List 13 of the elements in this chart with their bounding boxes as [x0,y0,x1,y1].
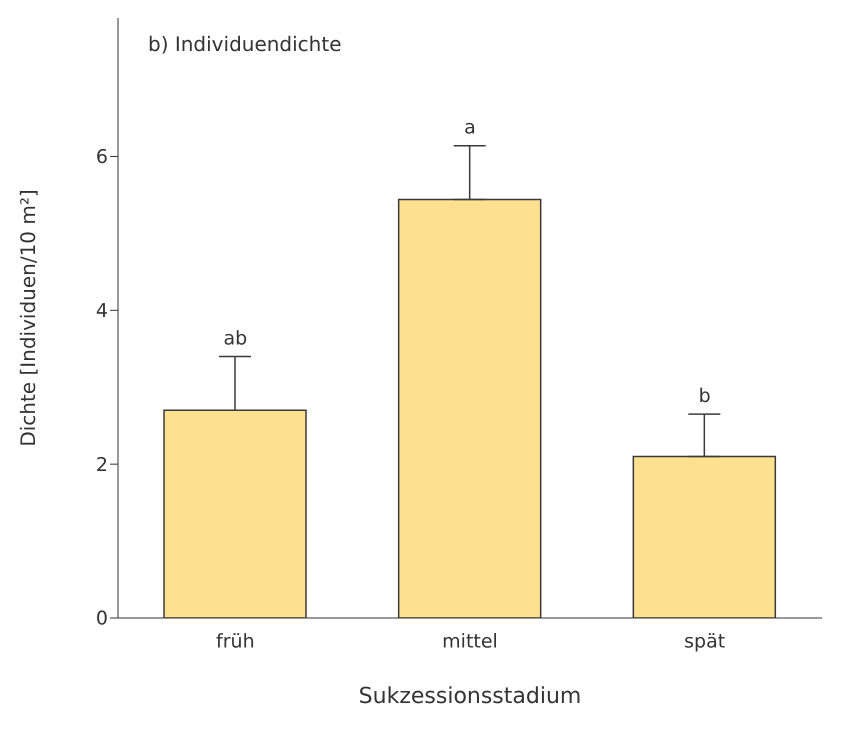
annotation: b [698,385,711,408]
x-tick-label: früh [216,630,255,652]
y-tick-label: 6 [96,146,108,168]
y-tick-label: 4 [96,300,108,322]
x-axis-title: Sukzessionsstadium [358,684,582,709]
x-tick-label: mittel [442,630,498,652]
y-axis-title: Dichte [Individuen/10 m²] [16,189,40,447]
text: b) Individuendichte [148,32,342,56]
y-tick-label: 0 [96,608,108,630]
x-tick-label: spät [684,630,726,652]
y-tick-label: 2 [96,454,108,476]
annotation: ab [223,327,248,350]
annotation: a [464,116,476,139]
